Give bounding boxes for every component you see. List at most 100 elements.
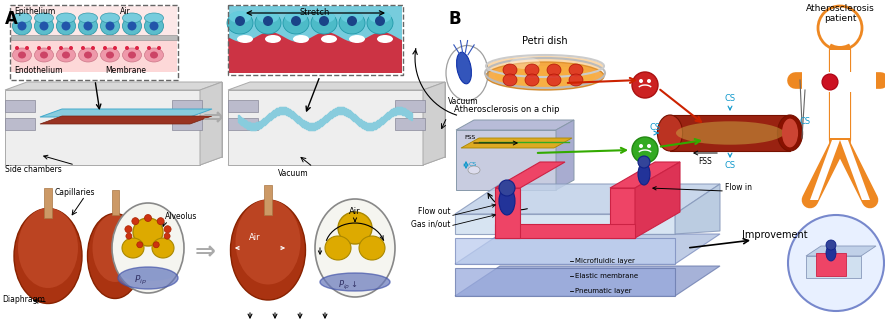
Text: Air: Air <box>350 207 361 216</box>
Text: CS: CS <box>725 161 735 170</box>
Ellipse shape <box>18 208 78 288</box>
Ellipse shape <box>35 17 53 35</box>
Text: B: B <box>448 10 460 28</box>
Polygon shape <box>495 224 635 238</box>
Ellipse shape <box>499 187 515 215</box>
Ellipse shape <box>293 35 309 43</box>
Ellipse shape <box>106 52 114 59</box>
Ellipse shape <box>14 209 82 304</box>
Polygon shape <box>200 82 222 165</box>
Ellipse shape <box>40 52 48 59</box>
Text: Diaphragm: Diaphragm <box>2 295 45 305</box>
Bar <box>228 5 403 75</box>
Circle shape <box>639 144 643 148</box>
Ellipse shape <box>101 17 119 35</box>
Ellipse shape <box>285 11 307 23</box>
Circle shape <box>47 46 51 50</box>
Ellipse shape <box>320 273 390 291</box>
Ellipse shape <box>144 48 164 62</box>
Polygon shape <box>228 32 402 73</box>
Polygon shape <box>610 188 635 238</box>
Text: $P_{ip}$: $P_{ip}$ <box>134 273 146 286</box>
Ellipse shape <box>658 115 682 151</box>
Ellipse shape <box>35 13 53 23</box>
Ellipse shape <box>321 35 337 43</box>
Circle shape <box>632 137 658 163</box>
Ellipse shape <box>79 48 97 62</box>
Bar <box>10 5 178 80</box>
Polygon shape <box>455 184 720 214</box>
Ellipse shape <box>495 66 595 86</box>
Ellipse shape <box>676 121 784 145</box>
Text: Stretch: Stretch <box>300 8 330 17</box>
Circle shape <box>81 46 85 50</box>
Bar <box>395 100 425 112</box>
Polygon shape <box>670 115 790 151</box>
Ellipse shape <box>18 52 26 59</box>
Text: Epithelium: Epithelium <box>14 7 55 16</box>
Text: Flow out: Flow out <box>418 206 450 215</box>
Bar <box>802 72 876 92</box>
Circle shape <box>137 242 142 248</box>
Ellipse shape <box>88 214 142 298</box>
Bar <box>11 40 177 72</box>
Text: Gas in/out: Gas in/out <box>411 219 450 228</box>
Ellipse shape <box>144 13 164 23</box>
Polygon shape <box>27 82 222 157</box>
Ellipse shape <box>150 52 158 59</box>
Ellipse shape <box>547 74 561 86</box>
Ellipse shape <box>101 13 119 23</box>
Circle shape <box>91 46 95 50</box>
Circle shape <box>147 46 151 50</box>
Ellipse shape <box>257 11 279 23</box>
Text: Pneumatic layer: Pneumatic layer <box>575 288 632 294</box>
Polygon shape <box>455 266 720 296</box>
Circle shape <box>632 72 658 98</box>
Circle shape <box>144 214 151 222</box>
Ellipse shape <box>283 12 309 34</box>
Ellipse shape <box>503 74 517 86</box>
Ellipse shape <box>263 16 273 26</box>
Text: Elastic membrane: Elastic membrane <box>575 273 638 279</box>
Ellipse shape <box>122 238 144 258</box>
Text: Petri dish: Petri dish <box>522 36 568 46</box>
Ellipse shape <box>133 218 163 246</box>
Bar <box>5 118 35 130</box>
Text: Air: Air <box>120 7 131 16</box>
Text: Atherosclerosis
patient: Atherosclerosis patient <box>805 4 874 23</box>
Polygon shape <box>5 90 200 165</box>
Polygon shape <box>495 162 565 188</box>
Text: A: A <box>5 10 18 28</box>
Ellipse shape <box>79 13 97 23</box>
Ellipse shape <box>291 16 301 26</box>
Ellipse shape <box>359 236 385 260</box>
Ellipse shape <box>319 16 329 26</box>
Ellipse shape <box>35 48 53 62</box>
Polygon shape <box>840 140 870 200</box>
Ellipse shape <box>122 17 142 35</box>
Ellipse shape <box>12 48 32 62</box>
Text: Alveolus: Alveolus <box>165 212 197 221</box>
Ellipse shape <box>341 11 363 23</box>
Circle shape <box>164 233 170 239</box>
Circle shape <box>158 218 164 225</box>
Ellipse shape <box>255 12 281 34</box>
Ellipse shape <box>347 16 357 26</box>
Text: Vacuum: Vacuum <box>448 97 479 106</box>
Polygon shape <box>455 238 675 264</box>
Circle shape <box>135 46 139 50</box>
Text: Flow in: Flow in <box>725 183 752 192</box>
Text: Endothelium: Endothelium <box>14 66 63 75</box>
Text: Atherosclerosis on a chip: Atherosclerosis on a chip <box>454 105 559 114</box>
Ellipse shape <box>313 11 335 23</box>
Ellipse shape <box>487 56 603 76</box>
Ellipse shape <box>122 269 174 281</box>
Ellipse shape <box>349 35 365 43</box>
Ellipse shape <box>525 64 539 76</box>
Ellipse shape <box>777 115 803 151</box>
Polygon shape <box>810 140 840 200</box>
Ellipse shape <box>638 163 650 185</box>
Polygon shape <box>250 82 445 157</box>
Circle shape <box>788 215 884 311</box>
Circle shape <box>647 144 651 148</box>
